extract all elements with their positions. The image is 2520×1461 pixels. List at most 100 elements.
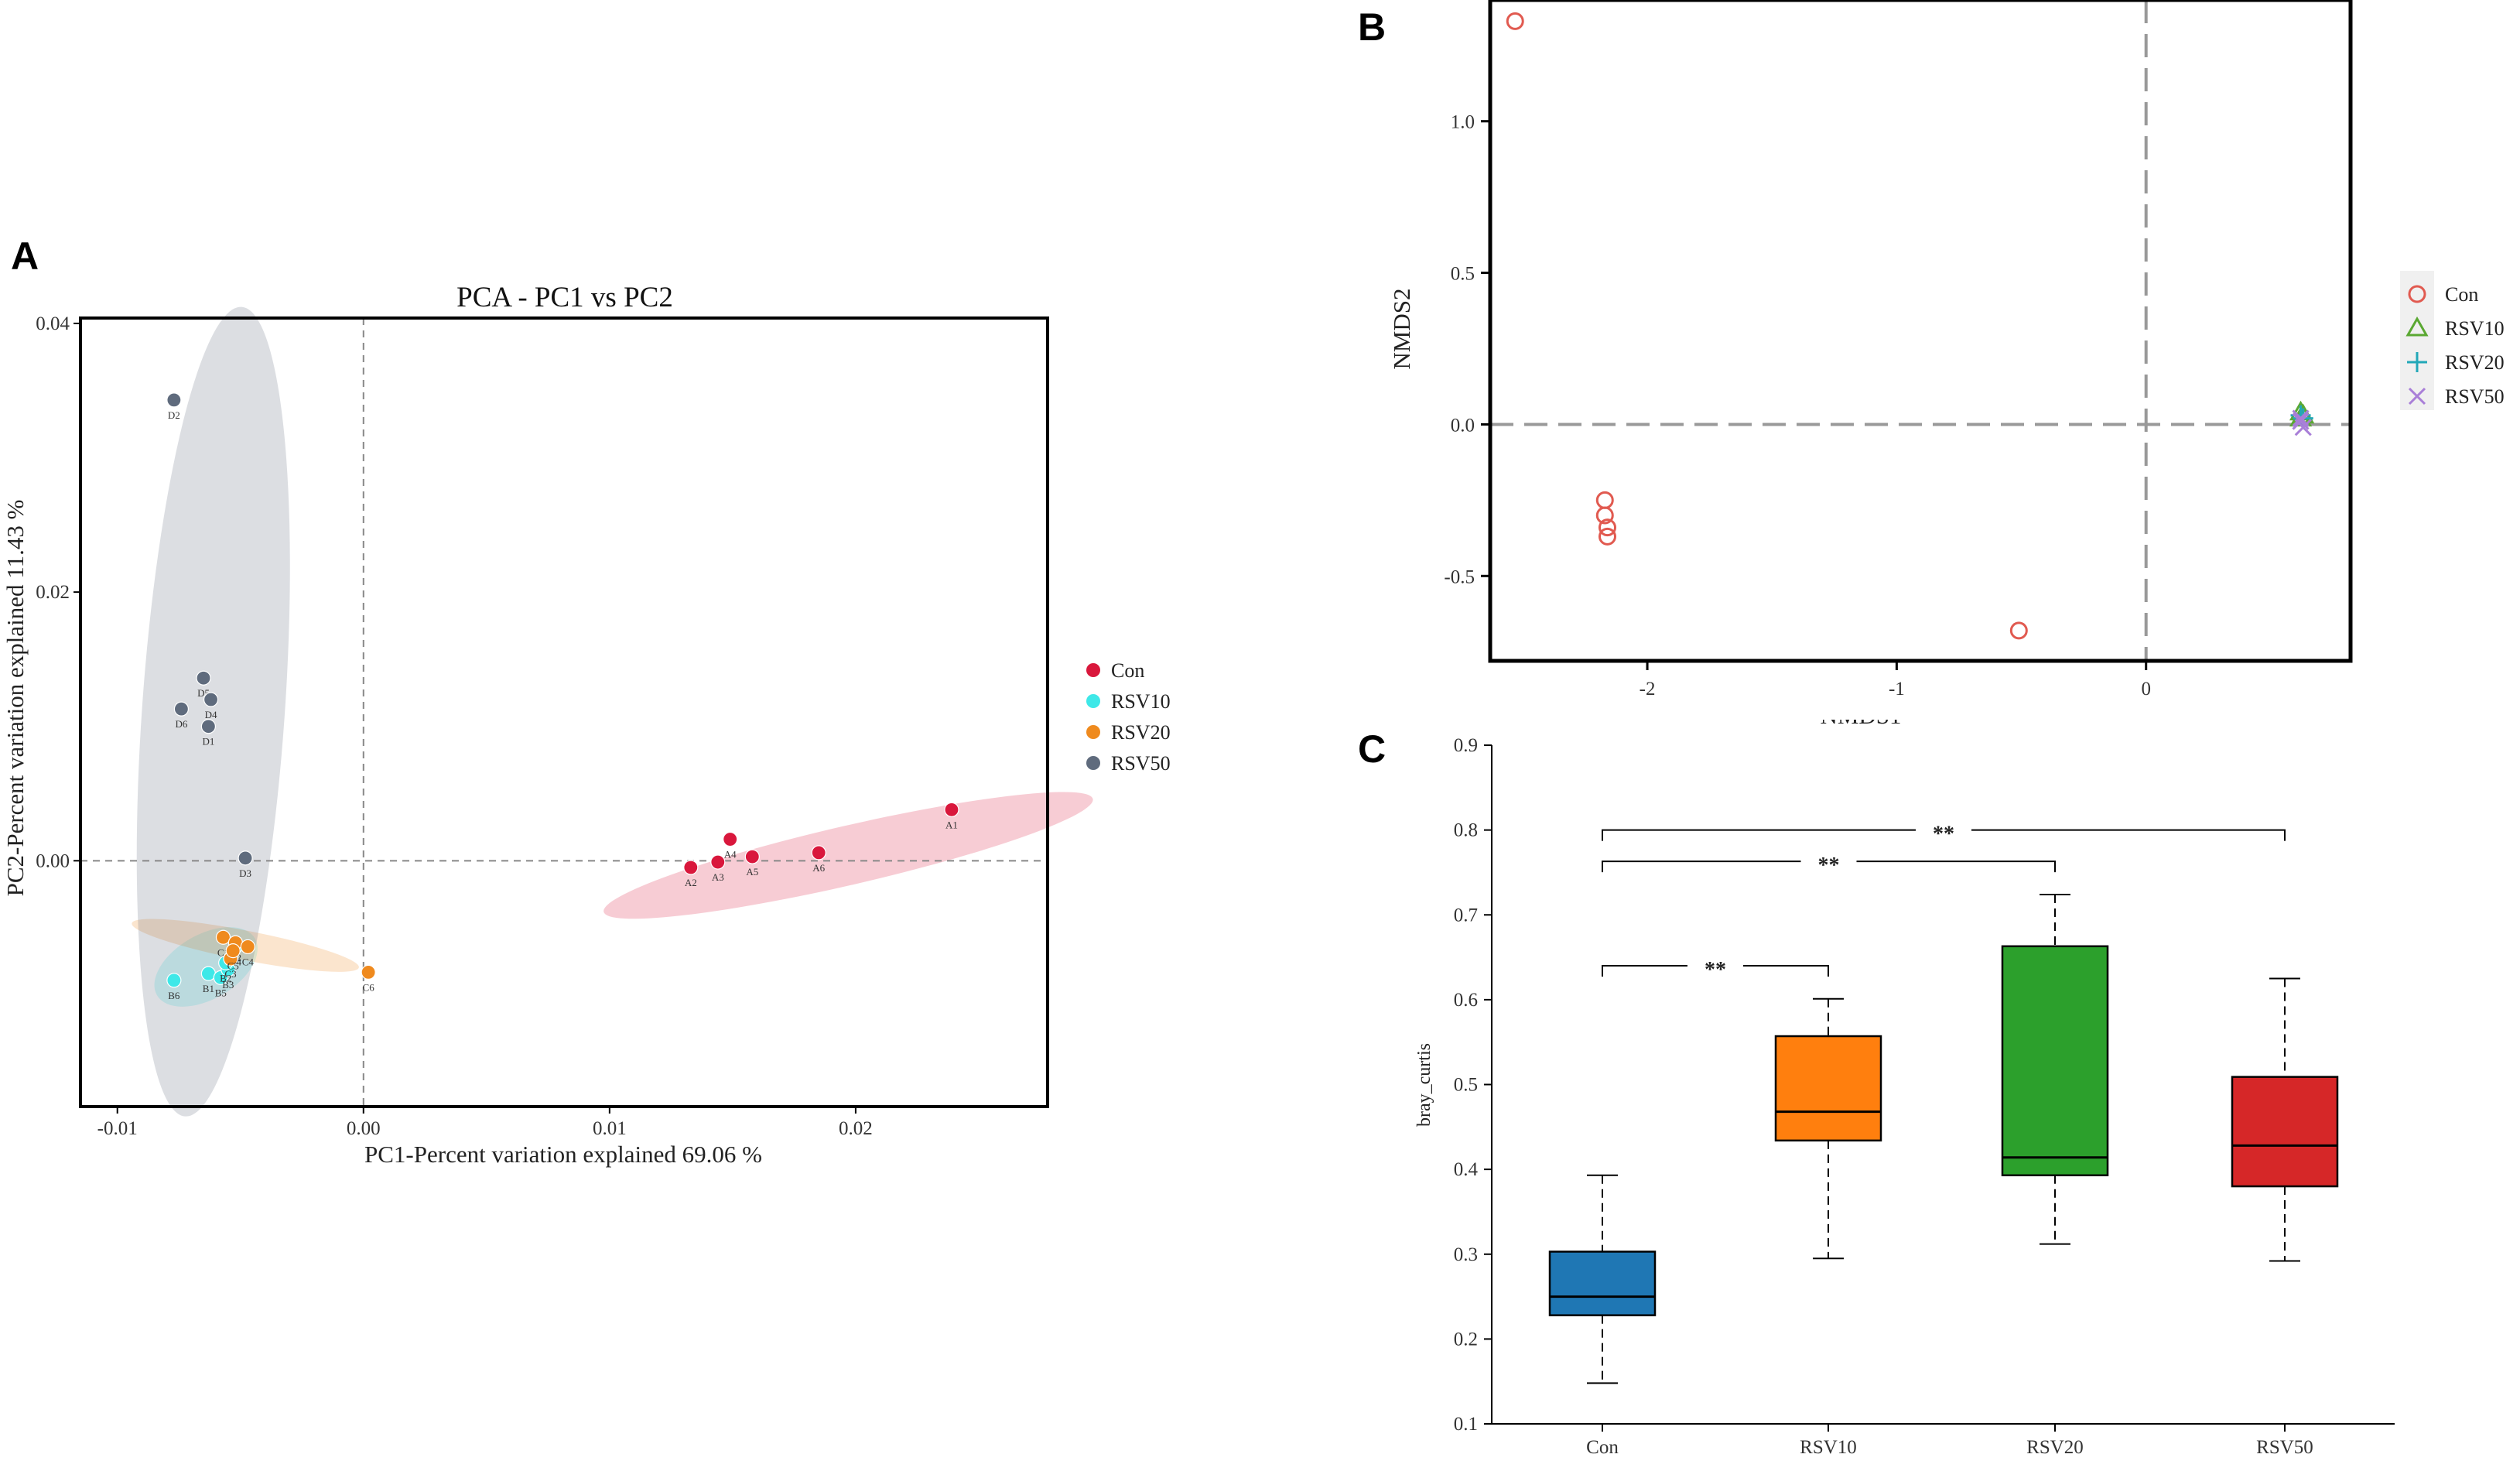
pca-x-tick-label: -0.01 xyxy=(97,1118,138,1139)
pca-point-label: D4 xyxy=(205,709,217,720)
pca-y-tick-label: 0.00 xyxy=(36,850,70,871)
pca-point-D3 xyxy=(238,850,253,866)
pca-point-D1 xyxy=(200,719,216,734)
significance-label: ** xyxy=(1933,823,1954,847)
pca-point-A1 xyxy=(944,802,959,817)
pca-x-axis-label: PC1-Percent variation explained 69.06 % xyxy=(364,1141,762,1168)
pca-plot-frame xyxy=(79,316,1049,1108)
nmds-legend-marker-con xyxy=(2408,285,2426,303)
nmds-point-con xyxy=(1598,518,1616,537)
nmds-legend-marker-rsv10 xyxy=(2405,316,2429,337)
pca-point-label: C4 xyxy=(242,956,255,967)
boxplot-y-tick-label: 0.2 xyxy=(1454,1329,1478,1350)
pca-legend: Con RSV10 RSV20 RSV50 xyxy=(1086,659,1171,775)
boxplot-x-tick-label: RSV20 xyxy=(2026,1437,2084,1458)
significance-label: ** xyxy=(1705,958,1726,982)
nmds-point-con xyxy=(1598,527,1616,546)
pca-legend-marker-rsv20 xyxy=(1086,725,1100,739)
boxplot-y-tick-label: 0.8 xyxy=(1454,820,1478,841)
pca-point-label: A4 xyxy=(724,849,737,861)
nmds-y-tick-label: -0.5 xyxy=(1444,566,1475,587)
bracket-line xyxy=(1602,829,2286,841)
pca-panel: PCA - PC1 vs PC2 PC1-Percent variation e… xyxy=(2,282,1171,1168)
boxplot-panel: bray_curtis 0.1 0.2 0.3 0.4 0.5 0.6 0.7 0.8 0.9 C… xyxy=(1414,735,2395,1458)
pca-legend-label: Con xyxy=(1111,659,1144,682)
pca-title: PCA - PC1 vs PC2 xyxy=(456,282,673,313)
pca-point-C6 xyxy=(361,964,376,980)
pca-point-A3 xyxy=(710,854,726,870)
pca-x-tick-label: 0.00 xyxy=(347,1118,381,1139)
pca-point-label: C3 xyxy=(224,968,236,980)
pca-point-label: D1 xyxy=(202,736,214,748)
box-rsv20 xyxy=(2001,893,2109,1245)
nmds-point-con xyxy=(1595,491,1614,509)
pca-x-tick-label: 0.02 xyxy=(839,1118,873,1139)
pca-point-label: A6 xyxy=(812,862,825,874)
ellipse-rsv50 xyxy=(136,306,290,1117)
box-body xyxy=(1548,1251,1657,1316)
boxplot-x-tick-label: RSV10 xyxy=(1800,1437,1857,1458)
pca-point-A4 xyxy=(723,831,738,847)
pca-point-A6 xyxy=(811,845,826,861)
significance-bracket: ** xyxy=(1602,958,1829,982)
pca-legend-label: RSV50 xyxy=(1111,752,1171,775)
pca-point-label: B2 xyxy=(220,972,231,984)
pca-point-label: B3 xyxy=(222,979,234,991)
nmds-point-rsv50 xyxy=(2292,412,2310,430)
box-body xyxy=(2001,945,2109,1177)
pca-point-label: B1 xyxy=(203,983,214,994)
pca-point-A2 xyxy=(683,860,699,875)
pca-point-C1 xyxy=(215,929,231,945)
boxplot-y-tick-label: 0.5 xyxy=(1454,1075,1478,1096)
nmds-plot-frame xyxy=(1488,0,2353,663)
boxplot-y-tick-label: 0.7 xyxy=(1454,905,1478,926)
nmds-legend-marker-rsv20 xyxy=(2407,352,2427,372)
nmds-x-label-mask xyxy=(1490,689,2357,720)
pca-legend-marker-con xyxy=(1086,663,1100,677)
pca-point-C5 xyxy=(225,943,241,959)
pca-point-B1 xyxy=(200,966,216,981)
pca-point-D4 xyxy=(203,692,219,707)
pca-point-label: D3 xyxy=(239,867,251,879)
nmds-point-con xyxy=(1595,506,1614,525)
nmds-panel: NMDS1 NMDS2 -2-10-0.50.00.51.0 ConRSV10R… xyxy=(1388,0,2505,729)
bracket-line xyxy=(1602,965,1829,977)
boxplot-x-tick-label: Con xyxy=(1586,1437,1619,1458)
nmds-legend: Con RSV10 RSV20 RSV50 xyxy=(2400,271,2505,410)
pca-legend-label: RSV20 xyxy=(1111,721,1171,744)
nmds-x-tick-label: 0 xyxy=(2141,679,2151,700)
pca-point-label: C6 xyxy=(363,981,375,993)
pca-legend-label: RSV10 xyxy=(1111,690,1171,713)
nmds-legend-label: RSV10 xyxy=(2445,317,2505,340)
pca-y-axis-label: PC2-Percent variation explained 11.43 % xyxy=(2,500,29,897)
ellipse-con xyxy=(604,792,1093,919)
nmds-y-axis-label: NMDS2 xyxy=(1388,288,1415,369)
box-con xyxy=(1548,1174,1657,1384)
boxplot-y-tick-label: 0.1 xyxy=(1454,1414,1478,1435)
box-body xyxy=(2231,1076,2339,1188)
nmds-x-tick-label: -2 xyxy=(1640,679,1656,700)
nmds-point-con xyxy=(2009,621,2028,640)
pca-point-label: A2 xyxy=(685,877,697,888)
pca-point-label: D6 xyxy=(175,718,187,730)
nmds-legend-marker-rsv50 xyxy=(2408,387,2426,405)
nmds-point-rsv50 xyxy=(2292,409,2310,427)
panel-label-b: B xyxy=(1358,5,1386,49)
pca-y-tick-label: 0.02 xyxy=(36,582,70,603)
pca-point-B6 xyxy=(166,973,182,988)
significance-bracket: ** xyxy=(1602,854,2056,878)
pca-point-D2 xyxy=(166,392,182,408)
panel-label-c: C xyxy=(1358,727,1386,771)
nmds-legend-key-background xyxy=(2400,271,2434,410)
bracket-line xyxy=(1602,861,2056,873)
boxplot-y-tick-label: 0.6 xyxy=(1454,990,1478,1011)
pca-point-A5 xyxy=(744,849,760,864)
pca-legend-marker-rsv50 xyxy=(1086,756,1100,770)
box-rsv10 xyxy=(1774,997,1882,1260)
nmds-legend-label: RSV20 xyxy=(2445,351,2505,374)
boxplot-y-tick-label: 0.3 xyxy=(1454,1244,1478,1265)
boxplot-y-tick-label: 0.9 xyxy=(1454,735,1478,756)
pca-point-label: A5 xyxy=(746,866,758,878)
boxplot-x-tick-label: RSV50 xyxy=(2256,1437,2313,1458)
